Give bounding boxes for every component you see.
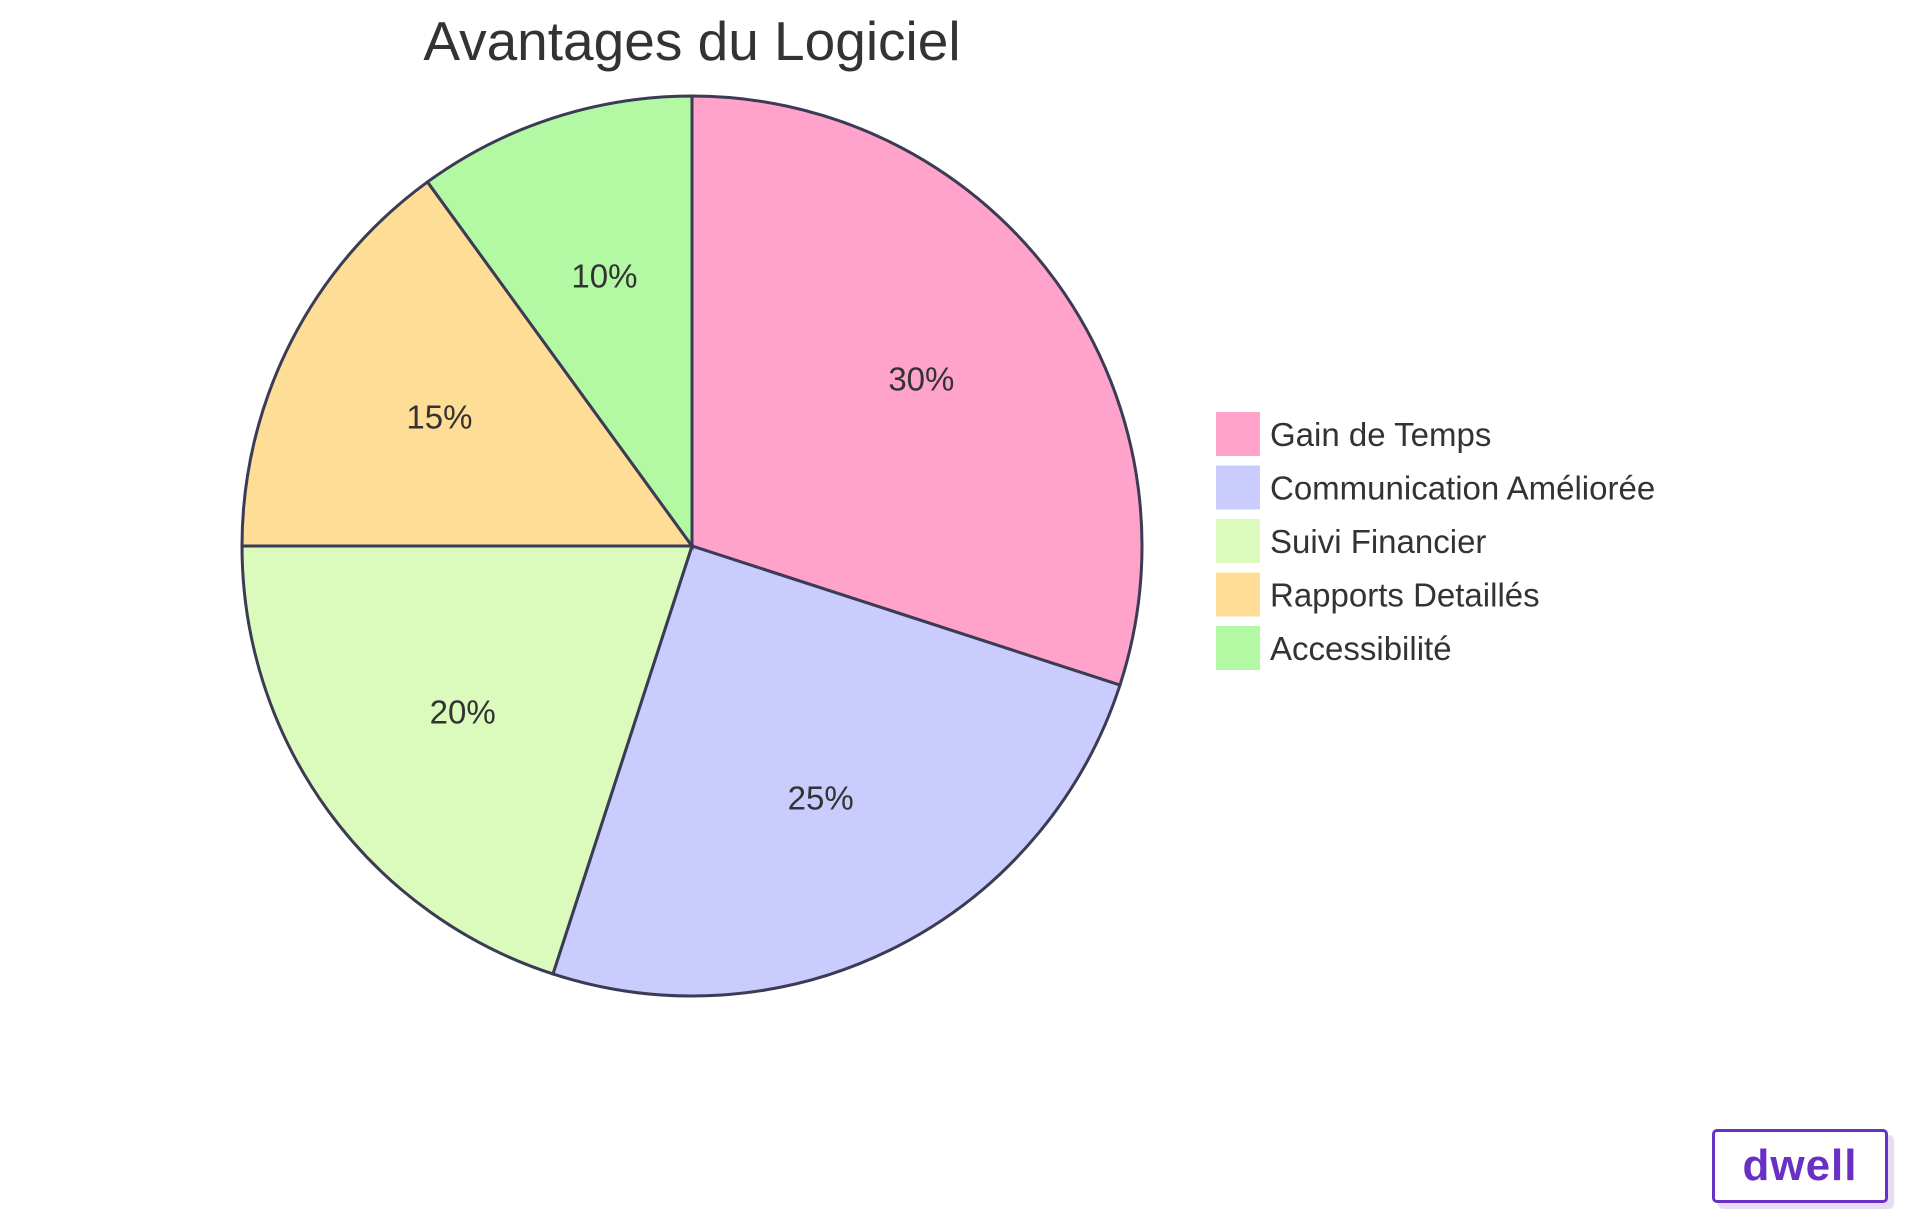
slice-percent-label: 15% bbox=[406, 398, 472, 435]
slice-percent-label: 20% bbox=[430, 694, 496, 731]
legend-swatch bbox=[1216, 572, 1260, 617]
slice-percent-label: 30% bbox=[888, 360, 954, 397]
legend-label: Communication Améliorée bbox=[1270, 470, 1655, 507]
slice-labels: 30% 25% 20% 15% 10% bbox=[406, 257, 954, 816]
pie-slices bbox=[240, 94, 1144, 998]
legend-label: Gain de Temps bbox=[1270, 416, 1491, 453]
slice-percent-label: 25% bbox=[788, 780, 854, 817]
legend-swatch bbox=[1216, 519, 1260, 563]
legend-swatch bbox=[1216, 465, 1260, 510]
legend: Gain de Temps Communication Améliorée Suiv… bbox=[1216, 412, 1655, 670]
pie-slice bbox=[690, 94, 1144, 687]
legend-label: Suivi Financier bbox=[1270, 523, 1486, 560]
pie-slice bbox=[240, 179, 695, 548]
pie-slice bbox=[240, 544, 695, 976]
chart-title: Avantages du Logiciel bbox=[423, 10, 960, 72]
legend-swatch bbox=[1216, 626, 1260, 670]
legend-label: Rapports Detaillés bbox=[1270, 577, 1540, 614]
slice-percent-label: 10% bbox=[571, 257, 637, 294]
pie-slice bbox=[425, 94, 694, 551]
legend-swatch bbox=[1216, 412, 1260, 456]
pie-slice bbox=[551, 544, 1122, 998]
legend-label: Accessibilité bbox=[1270, 630, 1452, 667]
dwell-logo: dwell bbox=[1712, 1129, 1888, 1203]
